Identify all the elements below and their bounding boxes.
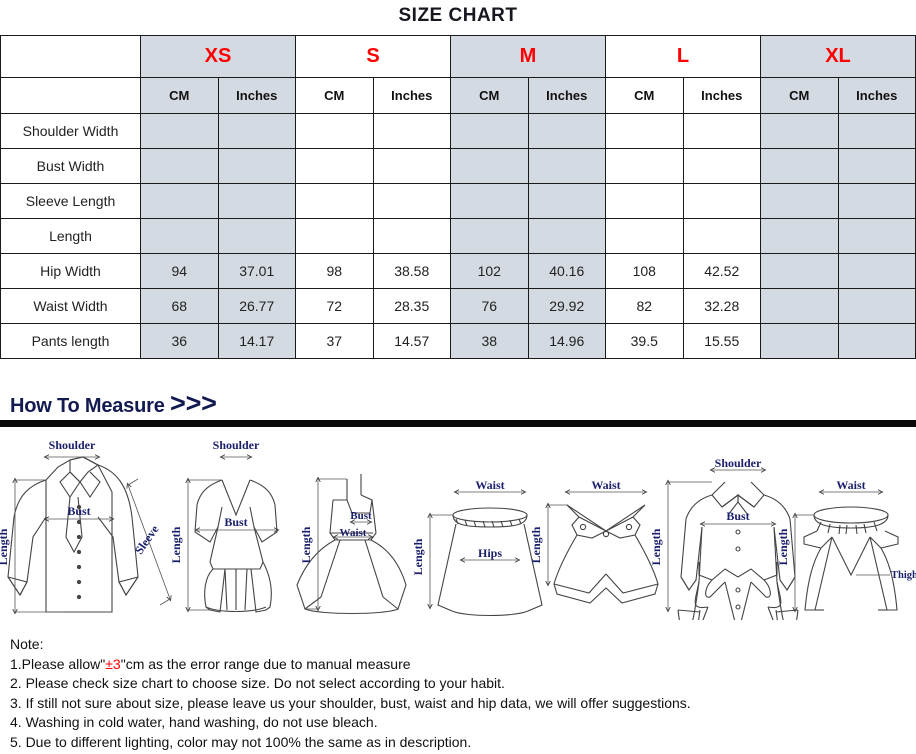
svg-text:Length: Length [0, 528, 10, 565]
svg-text:Bust: Bust [726, 509, 749, 523]
svg-text:Length: Length [776, 528, 790, 565]
svg-text:Length: Length [169, 526, 183, 563]
svg-text:Waist: Waist [591, 478, 620, 492]
svg-text:Sleeve: Sleeve [132, 522, 162, 557]
svg-text:Hips: Hips [478, 546, 502, 560]
svg-text:Waist: Waist [475, 478, 504, 492]
svg-text:Shoulder: Shoulder [715, 456, 762, 470]
svg-text:Bust: Bust [350, 510, 372, 522]
svg-text:Waist: Waist [836, 478, 865, 492]
svg-text:Length: Length [649, 528, 663, 565]
svg-text:Shoulder: Shoulder [49, 438, 96, 452]
svg-text:Waist: Waist [340, 527, 367, 539]
svg-text:Bust: Bust [67, 504, 90, 518]
svg-text:Length: Length [529, 526, 543, 563]
svg-text:Length: Length [411, 538, 425, 575]
svg-text:Bust: Bust [224, 515, 247, 529]
svg-text:Length: Length [299, 526, 313, 563]
svg-text:Shoulder: Shoulder [213, 438, 260, 452]
svg-text:Thigh: Thigh [891, 570, 916, 581]
